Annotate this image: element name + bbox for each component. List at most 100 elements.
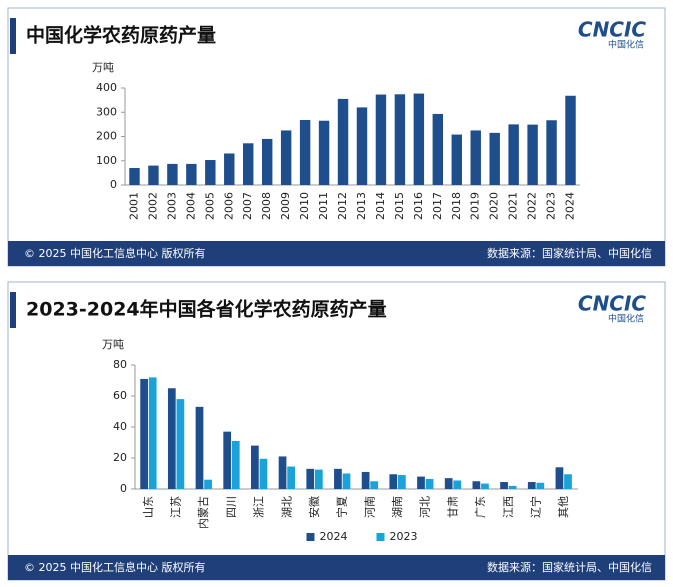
x-tick-label: 2002 <box>146 192 159 220</box>
y-tick-label: 0 <box>120 482 127 495</box>
bar <box>536 482 545 489</box>
bar <box>223 431 232 489</box>
x-tick-label: 2004 <box>184 192 197 220</box>
bar <box>527 124 538 185</box>
legend-label: 2023 <box>390 530 418 543</box>
bar <box>204 479 212 489</box>
logo-sub: 中国化信 <box>608 313 644 325</box>
x-tick-label: 2007 <box>241 192 254 220</box>
legend-swatch <box>376 533 385 541</box>
legend-swatch <box>306 533 315 541</box>
bar <box>500 482 508 489</box>
footer <box>8 555 665 580</box>
bar <box>167 388 176 489</box>
x-tick-label: 2024 <box>564 192 577 220</box>
bar <box>425 478 434 489</box>
y-tick-label: 60 <box>113 389 127 402</box>
bar <box>489 132 500 185</box>
source: 数据来源：国家统计局、中国化信 <box>487 560 652 574</box>
x-tick-label: 2003 <box>165 192 178 220</box>
y-tick-label: 400 <box>96 81 117 94</box>
x-tick-label: 2006 <box>222 192 235 220</box>
bar <box>278 456 287 489</box>
chart-title: 中国化学农药原药产量 <box>26 24 216 47</box>
x-tick-label: 广东 <box>474 496 487 518</box>
bar <box>470 130 481 185</box>
x-tick-label: 2010 <box>298 192 311 220</box>
bar <box>370 481 379 489</box>
x-tick-label: 2005 <box>203 192 216 220</box>
title-accent <box>10 18 16 54</box>
x-tick-label: 2016 <box>412 192 425 220</box>
footer <box>8 241 665 266</box>
panel <box>7 281 666 581</box>
bar <box>555 467 564 489</box>
x-tick-label: 2012 <box>336 192 349 220</box>
bar <box>287 466 296 489</box>
x-tick-label: 山东 <box>142 496 155 518</box>
bar <box>527 482 536 489</box>
bar <box>299 120 311 185</box>
bar <box>334 468 342 489</box>
bar <box>337 98 349 185</box>
x-tick-label: 安徽 <box>307 496 321 518</box>
x-tick-label: 2023 <box>545 192 558 220</box>
y-tick-label: 200 <box>96 130 117 143</box>
source: 数据来源：国家统计局、中国化信 <box>487 246 652 260</box>
bar <box>318 120 330 185</box>
bar <box>361 471 370 489</box>
bar <box>564 474 572 489</box>
x-tick-label: 2011 <box>317 192 330 220</box>
x-tick-label: 江苏 <box>170 496 183 518</box>
bar <box>394 94 406 185</box>
bar <box>444 478 453 489</box>
x-tick-label: 江西 <box>502 496 515 518</box>
bar <box>205 160 216 185</box>
bar <box>413 93 425 185</box>
bar <box>451 134 462 185</box>
bar <box>565 95 576 185</box>
x-tick-label: 2022 <box>526 192 539 220</box>
x-tick-label: 辽宁 <box>528 496 542 518</box>
x-tick-label: 湖北 <box>280 496 293 518</box>
x-tick-label: 宁夏 <box>335 496 349 518</box>
x-tick-label: 2019 <box>469 192 482 220</box>
y-tick-label: 300 <box>96 105 117 118</box>
bar <box>432 113 444 185</box>
y-axis-label: 万吨 <box>102 338 124 351</box>
legend-label: 2024 <box>320 530 348 543</box>
bar <box>129 168 140 185</box>
x-tick-label: 甘肃 <box>446 496 459 518</box>
copyright: © 2025 中国化工信息中心 版权所有 <box>24 560 205 574</box>
x-tick-label: 2014 <box>374 192 387 220</box>
y-tick-label: 100 <box>96 154 117 167</box>
bar <box>306 468 315 489</box>
logo: CNCIC <box>578 18 647 42</box>
logo: CNCIC <box>578 292 647 316</box>
x-tick-label: 浙江 <box>253 496 266 518</box>
bar <box>148 165 159 185</box>
x-tick-label: 2017 <box>431 192 444 220</box>
bar <box>261 138 273 185</box>
logo-sub: 中国化信 <box>608 39 644 51</box>
bar <box>251 445 259 489</box>
x-tick-label: 四川 <box>225 496 238 518</box>
bar <box>375 94 387 185</box>
bar <box>342 473 351 489</box>
x-tick-label: 2008 <box>260 192 273 220</box>
bar <box>280 130 292 185</box>
bar <box>140 378 148 489</box>
x-tick-label: 2018 <box>450 192 463 220</box>
bar <box>176 399 185 489</box>
x-tick-label: 2009 <box>279 192 292 220</box>
bar <box>508 485 517 489</box>
bar <box>224 153 235 185</box>
x-tick-label: 内蒙古 <box>196 496 210 529</box>
y-tick-label: 20 <box>113 451 127 464</box>
bar <box>417 476 425 489</box>
x-tick-label: 其他 <box>557 496 570 518</box>
copyright: © 2025 中国化工信息中心 版权所有 <box>24 246 205 260</box>
bar <box>231 440 240 489</box>
bar <box>481 483 489 489</box>
